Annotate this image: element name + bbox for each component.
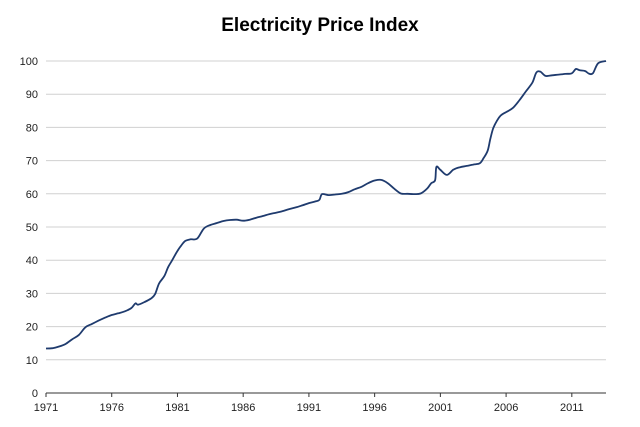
series-group (45, 60, 607, 350)
x-tick-label: 1991 (297, 402, 321, 414)
x-tick-label: 1996 (362, 402, 386, 414)
y-tick-label: 80 (26, 122, 38, 134)
y-tick-label: 50 (26, 222, 38, 234)
x-axis-ticks: 1971 1976 1981 1986 1991 1996 2001 2006 2011 (34, 393, 584, 414)
x-tick-label: 2011 (560, 402, 584, 414)
x-tick-label: 1976 (99, 402, 123, 414)
y-tick-label: 20 (26, 322, 38, 334)
series-line (45, 60, 607, 350)
y-tick-label: 10 (26, 355, 38, 367)
y-tick-label: 60 (26, 189, 38, 201)
x-tick-label: 1971 (34, 402, 58, 414)
x-tick-label: 1986 (231, 402, 255, 414)
y-axis-ticks: 0 10 20 30 40 50 60 70 80 90 100 (20, 56, 38, 400)
y-tick-label: 100 (20, 56, 38, 68)
y-tick-label: 70 (26, 156, 38, 168)
x-tick-label: 2006 (494, 402, 518, 414)
y-tick-label: 30 (26, 288, 38, 300)
y-tick-label: 0 (32, 388, 38, 400)
gridlines (46, 60, 606, 361)
y-tick-label: 40 (26, 255, 38, 267)
y-tick-label: 90 (26, 89, 38, 101)
x-tick-label: 2001 (428, 402, 452, 414)
x-tick-label: 1981 (165, 402, 189, 414)
chart-title: Electricity Price Index (221, 15, 419, 36)
